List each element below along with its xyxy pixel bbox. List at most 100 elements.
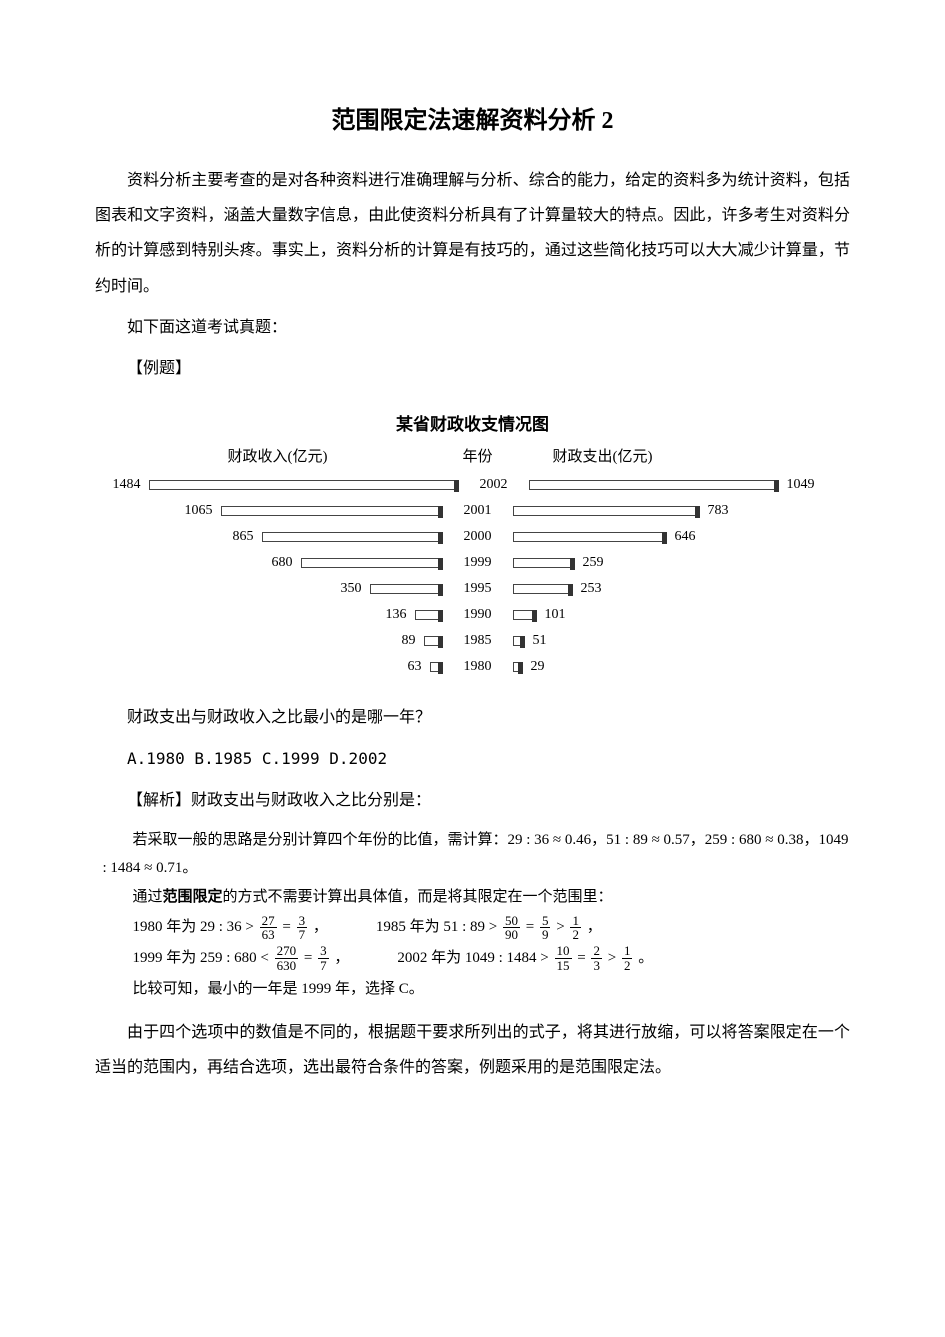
year-cell: 2001 <box>443 503 513 519</box>
year-cell: 1990 <box>443 607 513 623</box>
calc-1980-text: 1980 年为 29 : 36 > <box>133 919 254 935</box>
calc-1999: 1999 年为 259 : 680 < 270630 = 37 ， <box>133 944 350 973</box>
income-cell: 865 <box>113 529 443 545</box>
income-value: 1065 <box>185 503 213 519</box>
example-label: 【例题】 <box>95 351 850 386</box>
chart-header-year: 年份 <box>443 445 513 466</box>
expense-bar <box>513 662 523 672</box>
chart-row: 8652000646 <box>113 524 833 550</box>
chart-row: 136 1990101 <box>113 602 833 628</box>
chart-row: 14842002 1049 <box>113 472 833 498</box>
expense-bar <box>529 480 779 490</box>
fraction-icon: 5090 <box>503 914 520 942</box>
income-cell: 350 <box>113 581 443 597</box>
calc-1985-text: 1985 年为 51 : 89 > <box>376 919 497 935</box>
analysis-line: 【解析】财政支出与财政收入之比分别是： <box>95 783 850 818</box>
calc-method-suffix: 的方式不需要计算出具体值，而是将其限定在一个范围里： <box>223 889 613 905</box>
expense-cell: 51 <box>513 633 833 649</box>
expense-bar <box>513 506 700 516</box>
chart-row: 3501995253 <box>113 576 833 602</box>
year-cell: 2002 <box>459 477 529 493</box>
calc-conclusion: 比较可知，最小的一年是 1999 年，选择 C。 <box>103 975 851 1004</box>
income-cell: 1065 <box>113 503 443 519</box>
chart-row: 680 1999 259 <box>113 550 833 576</box>
expense-value: 259 <box>583 555 604 571</box>
fraction-icon: 1015 <box>555 944 572 972</box>
fraction-icon: 2763 <box>260 914 277 942</box>
fraction-icon: 23 <box>591 944 602 972</box>
expense-bar <box>513 558 575 568</box>
income-value: 63 <box>408 659 422 675</box>
calc-method-bold: 范围限定 <box>163 889 223 905</box>
year-cell: 1999 <box>443 555 513 571</box>
calc-1980: 1980 年为 29 : 36 > 2763 = 37 ， <box>133 913 328 942</box>
calc-2002-text: 2002 年为 1049 : 1484 > <box>397 950 548 966</box>
calc-method: 通过范围限定的方式不需要计算出具体值，而是将其限定在一个范围里： <box>103 883 851 912</box>
chart-header-expense: 财政支出(亿元) <box>513 445 833 466</box>
expense-cell: 783 <box>513 503 833 519</box>
chart-headers: 财政收入(亿元) 年份 财政支出(亿元) <box>113 445 833 466</box>
calc-1985: 1985 年为 51 : 89 > 5090 = 59 > 12 ， <box>376 913 602 942</box>
equals-icon: = <box>526 919 534 935</box>
chart-rows: 14842002 1049 1065 2001 783 8652000646 680 1999… <box>113 472 833 680</box>
expense-cell: 29 <box>513 659 833 675</box>
expense-cell: 253 <box>513 581 833 597</box>
calc-1999-text: 1999 年为 259 : 680 < <box>133 950 269 966</box>
income-bar <box>430 662 443 672</box>
equals-icon: = <box>304 950 312 966</box>
income-value: 680 <box>272 555 293 571</box>
calc-method-prefix: 通过 <box>133 889 163 905</box>
income-bar <box>424 636 443 646</box>
expense-cell: 1049 <box>529 477 849 493</box>
calculation-block: 若采取一般的思路是分别计算四个年份的比值，需计算：29 : 36 ≈ 0.46，… <box>95 826 850 1003</box>
document-page: 范围限定法速解资料分析 2 资料分析主要考查的是对各种资料进行准确理解与分析、综… <box>0 0 945 1151</box>
income-value: 89 <box>402 633 416 649</box>
year-cell: 1985 <box>443 633 513 649</box>
income-cell: 63 <box>113 659 443 675</box>
fraction-icon: 270630 <box>275 944 299 972</box>
expense-value: 783 <box>708 503 729 519</box>
calc-tail: 。 <box>638 950 653 966</box>
expense-bar <box>513 636 525 646</box>
expense-bar <box>513 610 537 620</box>
gt-icon: > <box>556 919 564 935</box>
expense-value: 51 <box>533 633 547 649</box>
expense-value: 1049 <box>787 477 815 493</box>
calc-intro: 若采取一般的思路是分别计算四个年份的比值，需计算：29 : 36 ≈ 0.46，… <box>103 826 851 883</box>
page-title: 范围限定法速解资料分析 2 <box>95 100 850 135</box>
expense-value: 646 <box>675 529 696 545</box>
chart-row: 63198029 <box>113 654 833 680</box>
expense-value: 253 <box>581 581 602 597</box>
calc-tail: ， <box>313 919 328 935</box>
fraction-icon: 37 <box>297 914 308 942</box>
expense-value: 29 <box>531 659 545 675</box>
income-bar <box>149 480 459 490</box>
chart-row: 89 1985 51 <box>113 628 833 654</box>
expense-bar <box>513 532 667 542</box>
income-bar <box>301 558 443 568</box>
fraction-icon: 12 <box>622 944 633 972</box>
expense-cell: 259 <box>513 555 833 571</box>
finance-chart: 某省财政收支情况图 财政收入(亿元) 年份 财政支出(亿元) 148420021… <box>113 410 833 680</box>
expense-cell: 646 <box>513 529 833 545</box>
intro-paragraph-1: 资料分析主要考查的是对各种资料进行准确理解与分析、综合的能力，给定的资料多为统计… <box>95 163 850 304</box>
question-text: 财政支出与财政收入之比最小的是哪一年？ <box>95 700 850 735</box>
income-cell: 680 <box>113 555 443 571</box>
income-cell: 1484 <box>113 477 459 493</box>
income-bar <box>262 532 443 542</box>
income-cell: 136 <box>113 607 443 623</box>
income-bar <box>415 610 443 620</box>
chart-header-income: 财政收入(亿元) <box>113 445 443 466</box>
income-cell: 89 <box>113 633 443 649</box>
income-bar <box>221 506 443 516</box>
expense-cell: 101 <box>513 607 833 623</box>
income-value: 136 <box>386 607 407 623</box>
equals-icon: = <box>282 919 290 935</box>
calc-tail: ， <box>587 919 602 935</box>
answer-options: A.1980 B.1985 C.1999 D.2002 <box>95 741 850 776</box>
gt-icon: > <box>608 950 616 966</box>
analysis-label: 【解析】 <box>127 792 191 809</box>
expense-bar <box>513 584 573 594</box>
calc-2002: 2002 年为 1049 : 1484 > 1015 = 23 > 12 。 <box>397 944 653 973</box>
fraction-icon: 12 <box>570 914 581 942</box>
